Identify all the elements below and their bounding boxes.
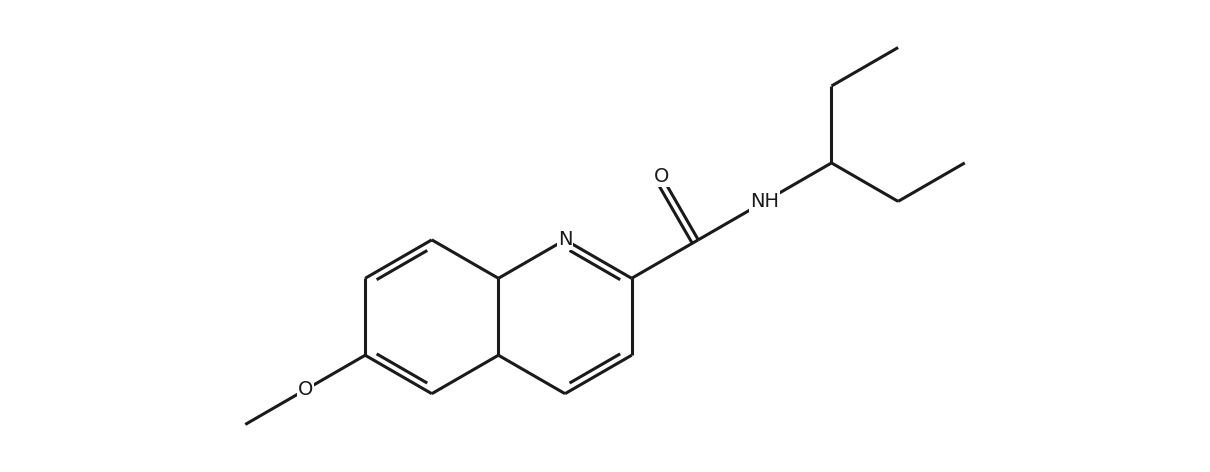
Text: N: N xyxy=(558,230,572,249)
Text: O: O xyxy=(298,380,313,399)
Text: NH: NH xyxy=(750,192,779,211)
Text: O: O xyxy=(655,167,669,186)
